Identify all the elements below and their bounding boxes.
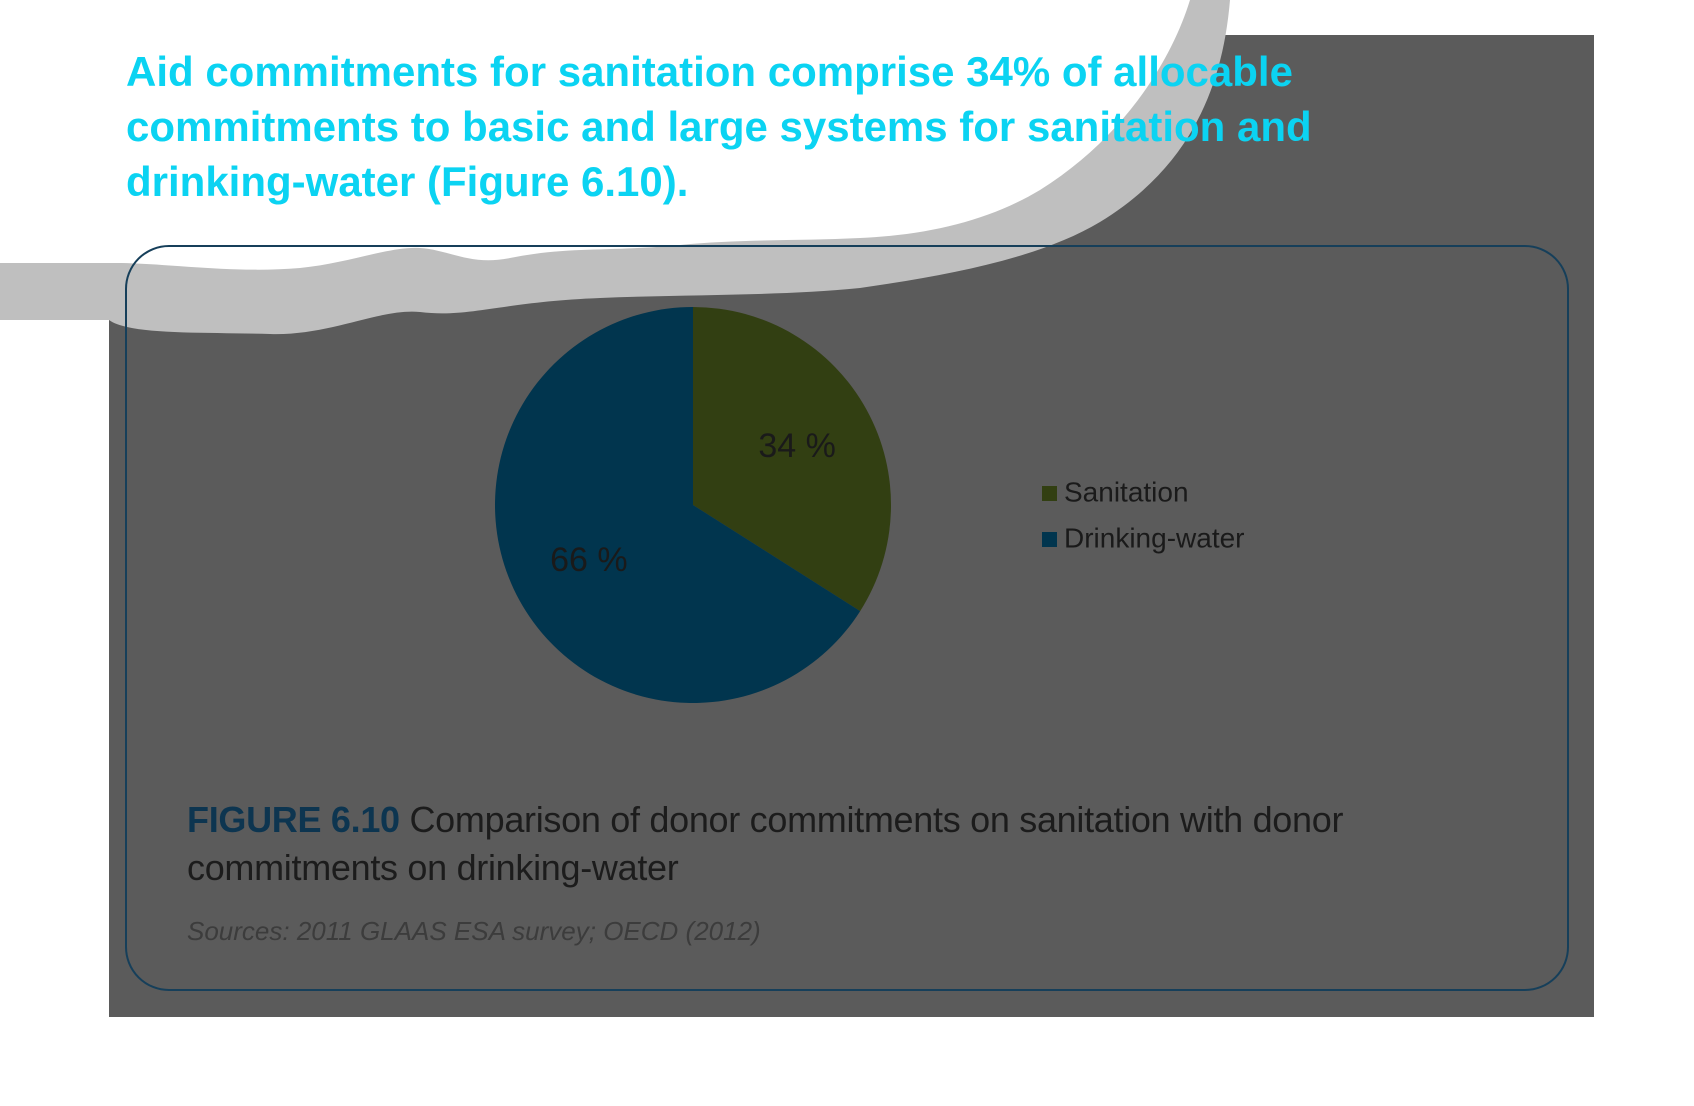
white-wave-top bbox=[0, 0, 1190, 270]
figure-caption: FIGURE 6.10 Comparison of donor commitme… bbox=[187, 796, 1507, 892]
slice-label-sanitation: 34 % bbox=[758, 427, 836, 465]
legend-swatch-sanitation bbox=[1042, 486, 1057, 501]
pie-slice-drinking-water bbox=[495, 307, 861, 704]
headline-line-1: Aid commitments for sanitation comprise … bbox=[126, 48, 1293, 95]
headline: Aid commitments for sanitation comprise … bbox=[126, 44, 1466, 209]
figure-caption-text: Comparison of donor commitments on sanit… bbox=[187, 799, 1344, 888]
headline-line-3: drinking-water (Figure 6.10). bbox=[126, 158, 689, 205]
source-note: Sources: 2011 GLAAS ESA survey; OECD (20… bbox=[187, 916, 761, 946]
legend-label-sanitation: Sanitation bbox=[1064, 476, 1189, 507]
legend-swatch-drinking-water bbox=[1042, 532, 1057, 547]
headline-line-2: commitments to basic and large systems f… bbox=[126, 103, 1312, 150]
figure-card bbox=[125, 245, 1569, 991]
slice-label-drinking-water: 66 % bbox=[550, 541, 628, 579]
legend-label-drinking-water: Drinking-water bbox=[1064, 522, 1245, 553]
pie-slice-sanitation bbox=[693, 307, 891, 612]
figure-label: FIGURE 6.10 bbox=[187, 799, 400, 840]
